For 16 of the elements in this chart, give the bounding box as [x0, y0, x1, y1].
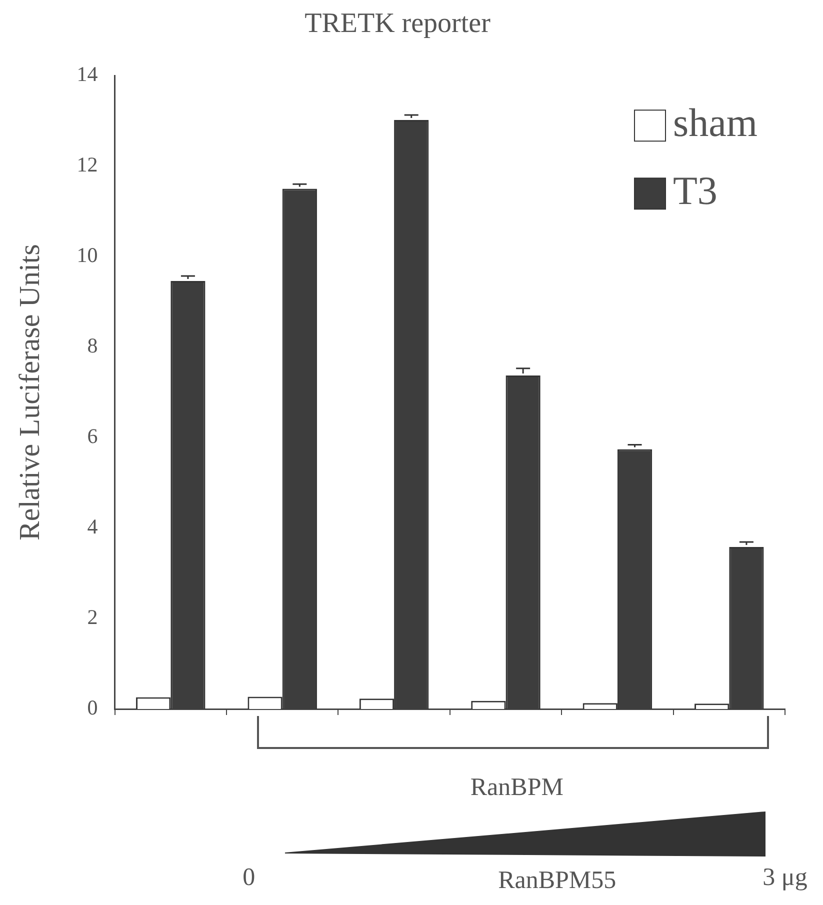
text: 0	[242, 864, 256, 891]
y-tick-label: 8	[87, 334, 98, 358]
text: RanBPM	[470, 774, 564, 801]
y-tick-label: 0	[87, 696, 98, 720]
y-tick-label: 12	[76, 152, 98, 177]
y-tick-label: 10	[76, 243, 98, 268]
text: RanBPM55	[498, 867, 616, 894]
y-axis-title: Relative Luciferase Units	[14, 244, 46, 540]
y-tick-label: 14	[76, 62, 98, 86]
y-tick-label: 4	[87, 514, 98, 539]
text: 3 μg	[762, 864, 808, 891]
y-tick-label: 2	[87, 605, 98, 630]
legend-label: sham	[673, 100, 758, 146]
legend-label: T3	[673, 168, 718, 214]
chart-title: TRETK reporter	[304, 8, 492, 40]
y-tick-label: 6	[87, 424, 98, 448]
